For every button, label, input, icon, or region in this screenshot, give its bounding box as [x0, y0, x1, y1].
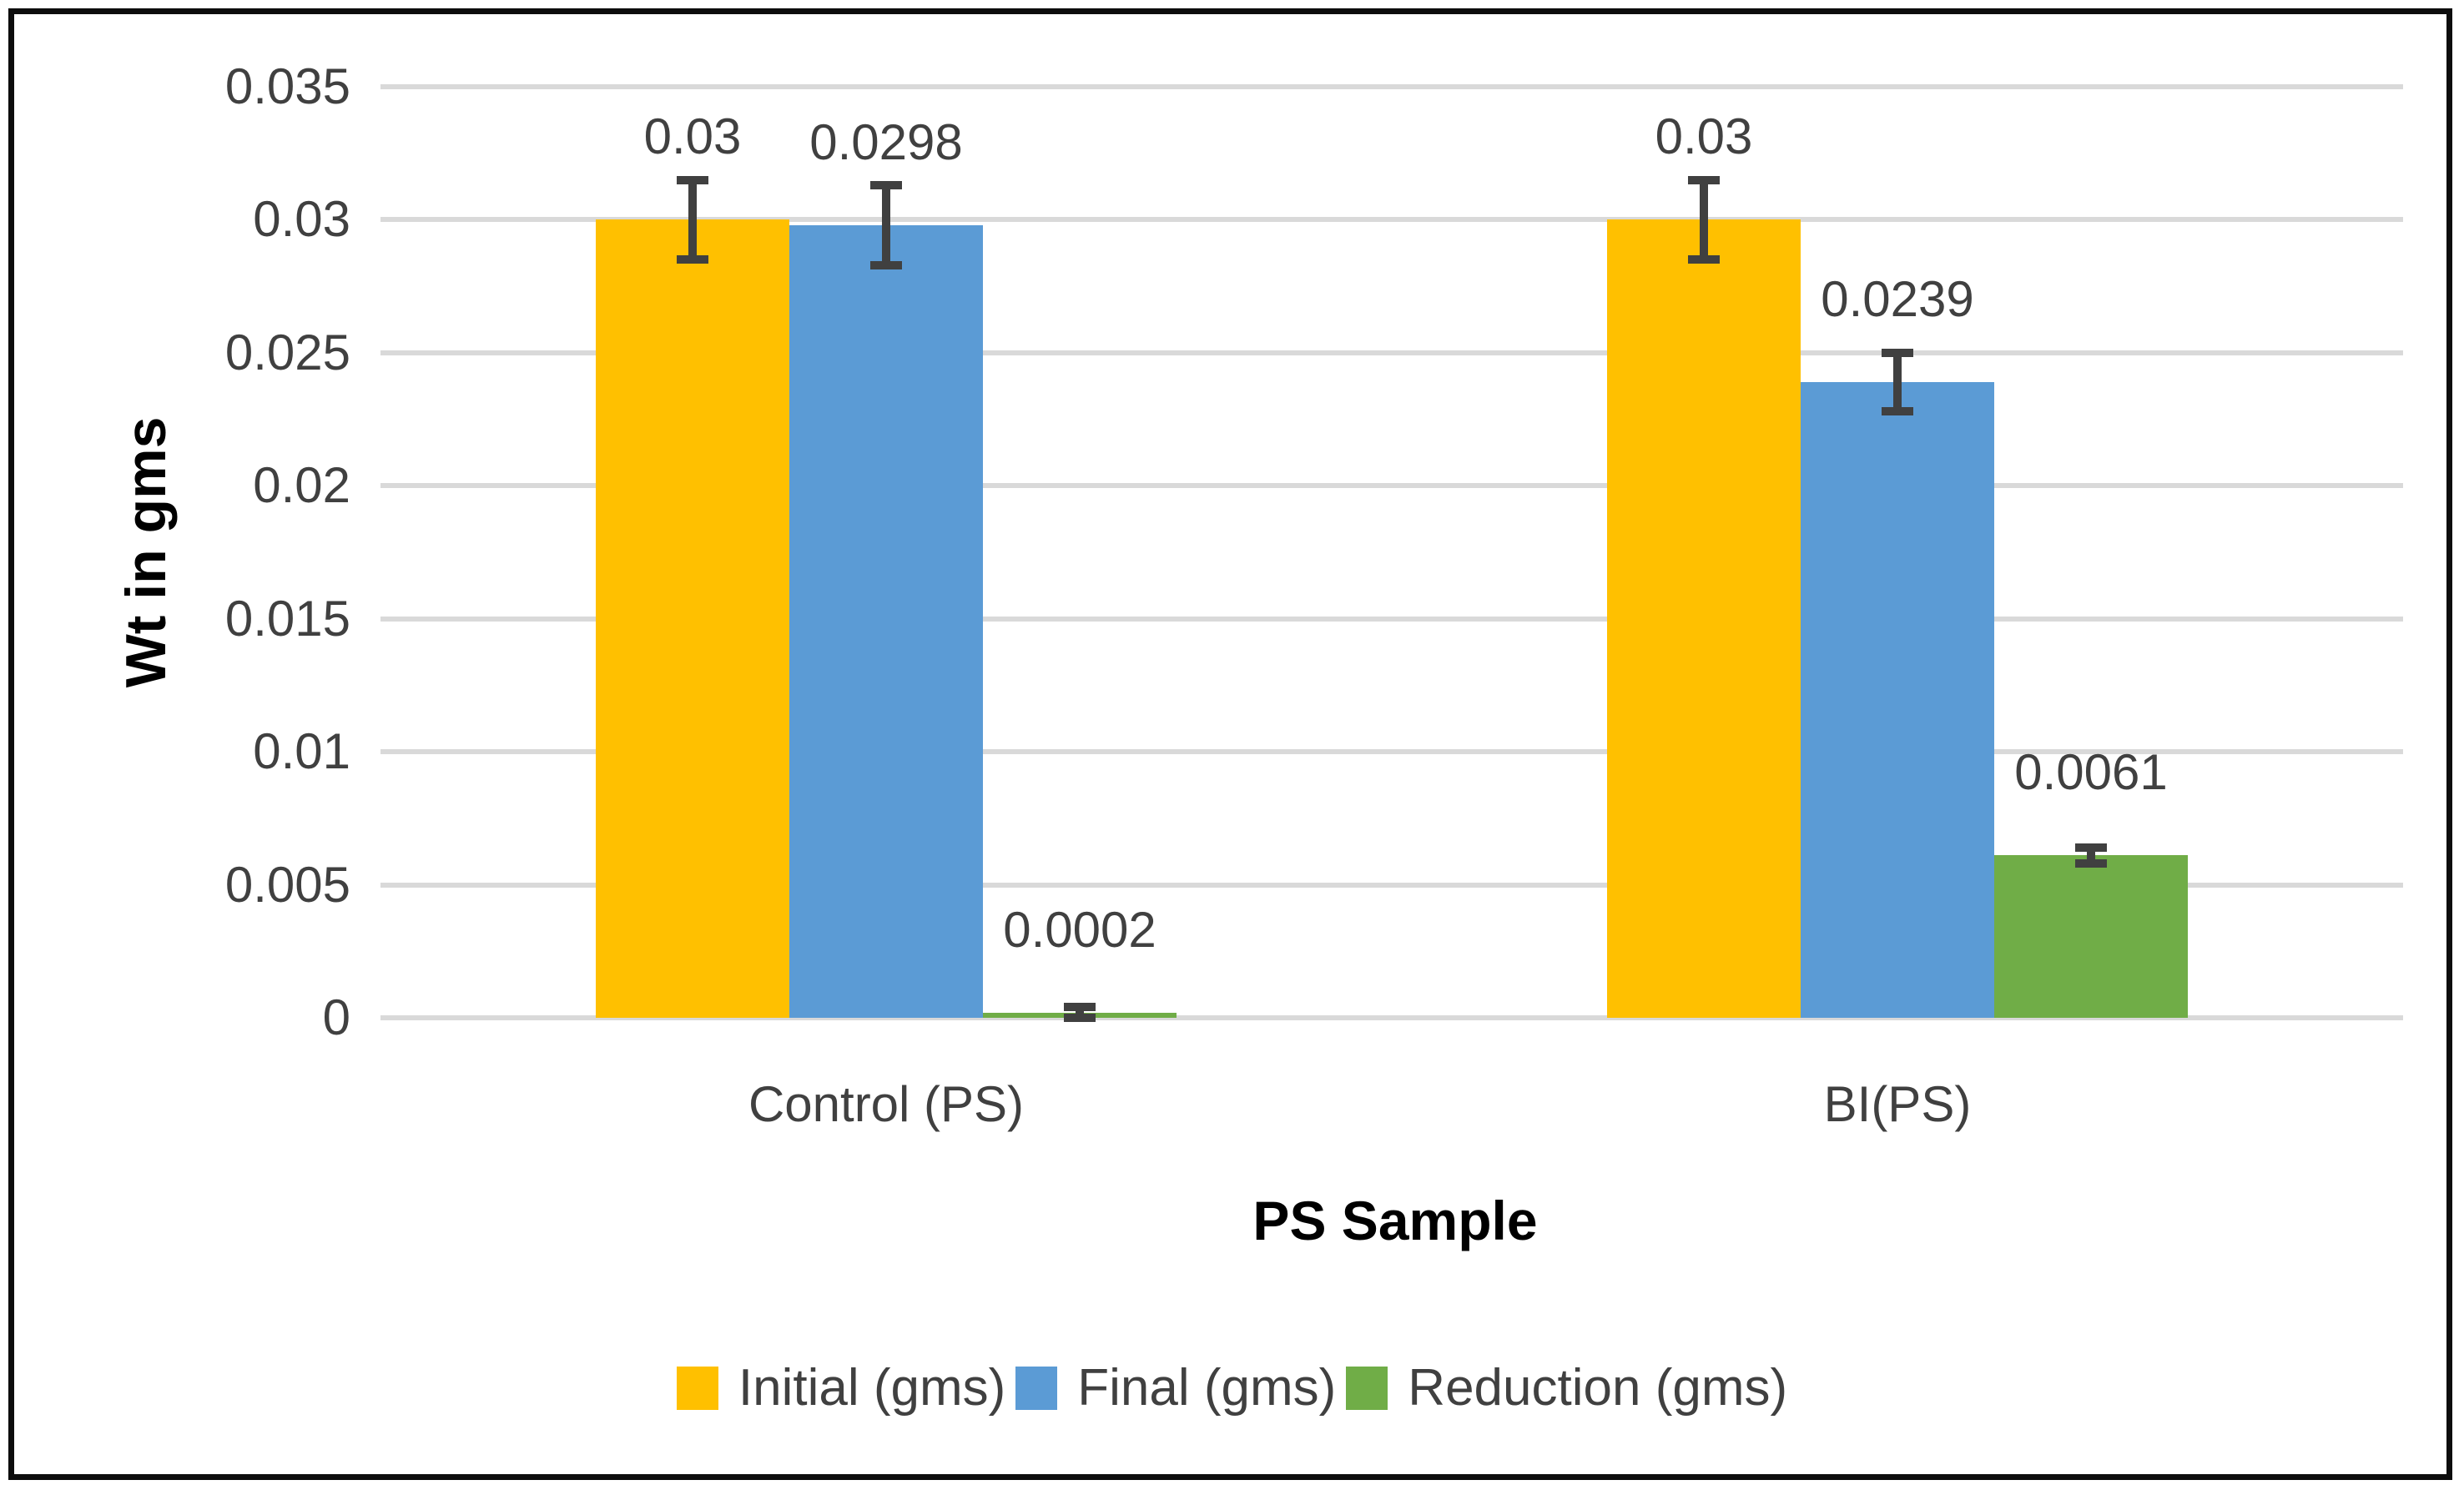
data-label: 0.0061	[2014, 744, 2168, 801]
chart-border	[8, 8, 2452, 1480]
data-label: 0.0239	[1821, 270, 1974, 327]
error-bar-cap	[2075, 843, 2107, 852]
y-tick-label: 0.01	[253, 723, 350, 780]
data-label: 0.0298	[809, 113, 963, 170]
error-bar-line	[1076, 1007, 1084, 1018]
error-bar-cap	[1064, 1014, 1096, 1022]
x-category-label-control-ps: Control (PS)	[748, 1076, 1025, 1132]
legend-label: Initial (gms)	[738, 1359, 1006, 1417]
error-bar-line	[1893, 352, 1902, 411]
legend-item-initial-gms: Initial (gms)	[676, 1358, 1006, 1417]
data-label: 0.03	[643, 108, 742, 165]
legend-swatch-icon	[676, 1366, 718, 1410]
gridline	[380, 350, 2403, 355]
error-bar-cap	[1688, 255, 1720, 264]
legend-label: Final (gms)	[1077, 1359, 1337, 1417]
error-bar-line	[1700, 179, 1708, 260]
error-bar-cap	[2075, 859, 2107, 868]
gridline	[380, 1015, 2403, 1020]
gridline	[380, 749, 2403, 755]
reduction-gms-bar-bi-ps	[1994, 855, 2188, 1018]
y-tick-label: 0.03	[253, 191, 350, 248]
y-axis-title: Wt in gms	[114, 416, 178, 688]
initial-gms-bar-bi-ps	[1607, 219, 1801, 1018]
legend-item-reduction-gms: Reduction (gms)	[1346, 1358, 1787, 1417]
initial-gms-bar-control-ps	[596, 219, 789, 1018]
y-tick-label: 0	[322, 989, 350, 1045]
error-bar-line	[882, 184, 890, 265]
legend-swatch-icon	[1346, 1366, 1388, 1410]
legend-swatch-icon	[1015, 1366, 1058, 1410]
legend: Initial (gms) Final (gms) Reduction (gms)	[0, 1358, 2464, 1417]
y-tick-label: 0.015	[224, 590, 350, 647]
y-tick-label: 0.005	[224, 856, 350, 913]
final-gms-bar-bi-ps	[1801, 381, 1994, 1018]
error-bar-line	[2087, 847, 2095, 864]
error-bar-cap	[1064, 1003, 1096, 1012]
gridline	[380, 882, 2403, 888]
error-bar-cap	[677, 255, 708, 264]
y-tick-label: 0.02	[253, 457, 350, 514]
data-label: 0.03	[1655, 108, 1753, 165]
gridline	[380, 483, 2403, 489]
error-bar-cap	[677, 175, 708, 184]
data-label: 0.0002	[1003, 901, 1156, 958]
error-bar-cap	[1688, 175, 1720, 184]
gridline	[380, 84, 2403, 89]
y-tick-label: 0.035	[224, 58, 350, 114]
x-axis-title: PS Sample	[1252, 1190, 1538, 1251]
error-bar-cap	[870, 260, 902, 269]
legend-label: Reduction (gms)	[1408, 1359, 1788, 1417]
legend-item-final-gms: Final (gms)	[1015, 1358, 1336, 1417]
final-gms-bar-control-ps	[789, 224, 983, 1018]
error-bar-line	[688, 179, 697, 260]
y-tick-label: 0.025	[224, 324, 350, 380]
gridline	[380, 616, 2403, 622]
error-bar-cap	[870, 180, 902, 189]
error-bar-cap	[1882, 407, 1913, 415]
x-category-label-bi-ps: BI(PS)	[1823, 1076, 1972, 1132]
error-bar-cap	[1882, 348, 1913, 357]
gridline	[380, 217, 2403, 223]
